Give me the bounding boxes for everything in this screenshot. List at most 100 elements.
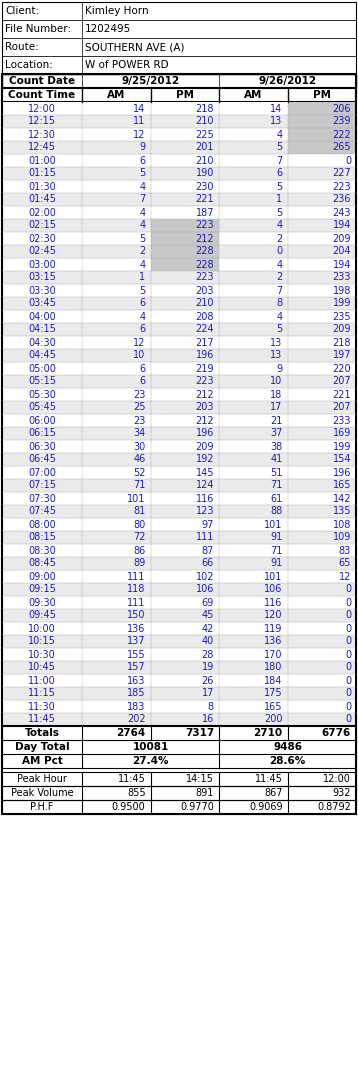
- Text: 86: 86: [133, 545, 145, 556]
- Text: 0: 0: [345, 702, 351, 712]
- Bar: [150, 219, 219, 232]
- Text: 265: 265: [332, 143, 351, 153]
- Text: 04:15: 04:15: [28, 325, 56, 334]
- Text: 07:30: 07:30: [28, 493, 56, 503]
- Text: 03:45: 03:45: [28, 299, 56, 309]
- Bar: [287, 102, 356, 115]
- Text: 223: 223: [195, 220, 214, 230]
- Text: 4: 4: [276, 312, 282, 321]
- Text: 119: 119: [264, 624, 282, 633]
- Text: 02:15: 02:15: [28, 220, 56, 230]
- Text: 04:30: 04:30: [28, 338, 56, 347]
- Bar: [2, 544, 356, 557]
- Text: 0: 0: [345, 624, 351, 633]
- Text: 38: 38: [270, 442, 282, 452]
- Text: 11:30: 11:30: [28, 702, 56, 712]
- Text: 81: 81: [133, 506, 145, 516]
- Text: 11:15: 11:15: [28, 688, 56, 699]
- Bar: [2, 74, 356, 88]
- Text: 198: 198: [333, 286, 351, 296]
- Bar: [287, 141, 356, 154]
- Text: 03:00: 03:00: [28, 259, 56, 270]
- Text: 200: 200: [264, 715, 282, 725]
- Text: 208: 208: [195, 312, 214, 321]
- Text: 233: 233: [333, 272, 351, 283]
- Bar: [2, 167, 356, 180]
- Bar: [2, 2, 356, 20]
- Text: 9: 9: [276, 363, 282, 373]
- Bar: [2, 713, 356, 726]
- Text: 855: 855: [127, 788, 145, 798]
- Text: 169: 169: [333, 429, 351, 439]
- Bar: [2, 635, 356, 648]
- Text: 6: 6: [139, 325, 145, 334]
- Bar: [2, 297, 356, 310]
- Text: 41: 41: [270, 455, 282, 464]
- Text: 71: 71: [133, 481, 145, 490]
- Bar: [2, 661, 356, 674]
- Text: 219: 219: [195, 363, 214, 373]
- Text: 233: 233: [333, 416, 351, 426]
- Text: 89: 89: [133, 559, 145, 569]
- Text: 10: 10: [270, 376, 282, 387]
- Text: 01:00: 01:00: [28, 156, 56, 166]
- Text: 185: 185: [127, 688, 145, 699]
- Text: 17: 17: [270, 402, 282, 413]
- Text: 30: 30: [133, 442, 145, 452]
- Text: 01:15: 01:15: [28, 169, 56, 178]
- Bar: [2, 219, 356, 232]
- Text: 61: 61: [270, 493, 282, 503]
- Bar: [2, 375, 356, 388]
- Text: Peak Hour: Peak Hour: [17, 774, 67, 784]
- Text: 196: 196: [333, 468, 351, 477]
- Text: 28: 28: [202, 649, 214, 659]
- Text: PM: PM: [176, 90, 194, 100]
- Bar: [2, 453, 356, 465]
- Bar: [2, 531, 356, 544]
- Text: 45: 45: [202, 611, 214, 620]
- Bar: [2, 2, 356, 74]
- Text: 106: 106: [264, 585, 282, 594]
- Text: 137: 137: [127, 636, 145, 646]
- Text: 9486: 9486: [273, 742, 302, 752]
- Text: 7: 7: [276, 156, 282, 166]
- Text: 6: 6: [139, 363, 145, 373]
- Text: 210: 210: [195, 156, 214, 166]
- Bar: [2, 800, 356, 814]
- Text: 227: 227: [332, 169, 351, 178]
- Text: 196: 196: [195, 350, 214, 360]
- Bar: [2, 492, 356, 505]
- Text: 1: 1: [276, 195, 282, 204]
- Bar: [2, 401, 356, 414]
- Text: 42: 42: [202, 624, 214, 633]
- Text: 221: 221: [332, 389, 351, 400]
- Bar: [2, 388, 356, 401]
- Text: 2: 2: [276, 233, 282, 244]
- Text: 04:45: 04:45: [28, 350, 56, 360]
- Text: 123: 123: [195, 506, 214, 516]
- Bar: [2, 141, 356, 154]
- Text: 71: 71: [270, 481, 282, 490]
- Bar: [2, 271, 356, 284]
- Text: 11:00: 11:00: [28, 675, 56, 686]
- Text: Day Total: Day Total: [15, 742, 69, 752]
- Text: 206: 206: [333, 103, 351, 114]
- Text: 101: 101: [264, 519, 282, 530]
- Bar: [2, 440, 356, 453]
- Text: AM: AM: [107, 90, 125, 100]
- Text: 07:45: 07:45: [28, 506, 56, 516]
- Text: 05:45: 05:45: [28, 402, 56, 413]
- Bar: [287, 115, 356, 128]
- Text: 0: 0: [345, 715, 351, 725]
- Text: 102: 102: [195, 572, 214, 582]
- Text: 207: 207: [332, 376, 351, 387]
- Text: PM: PM: [313, 90, 331, 100]
- Text: 03:30: 03:30: [28, 286, 56, 296]
- Text: W of POWER RD: W of POWER RD: [85, 60, 169, 70]
- Bar: [2, 154, 356, 167]
- Text: 5: 5: [276, 207, 282, 217]
- Bar: [2, 115, 356, 128]
- Text: 111: 111: [127, 572, 145, 582]
- Text: 239: 239: [333, 116, 351, 127]
- Text: 83: 83: [339, 545, 351, 556]
